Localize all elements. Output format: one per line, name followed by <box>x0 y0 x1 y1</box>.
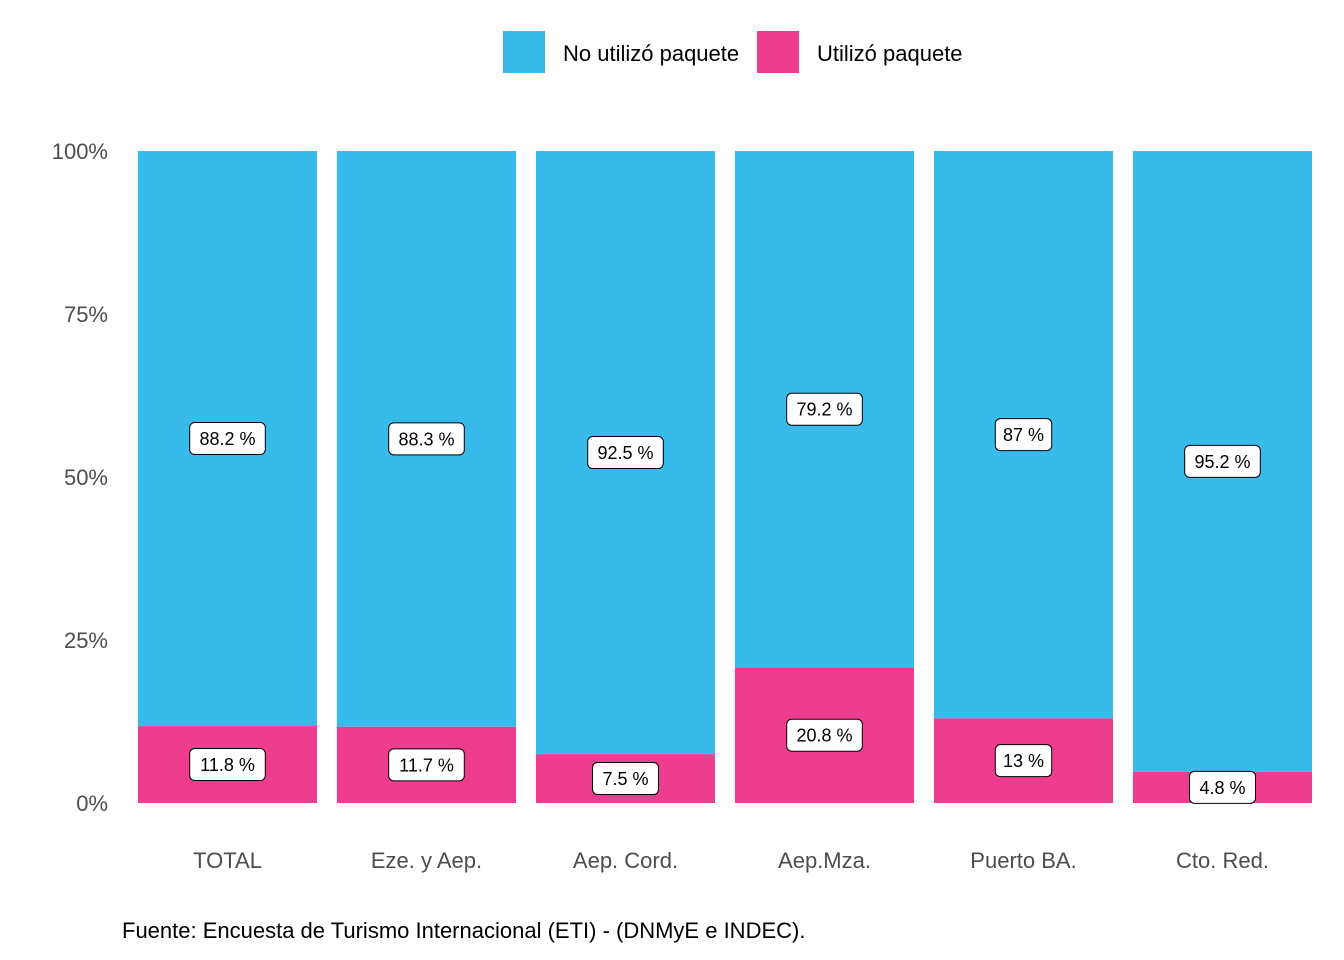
legend-key-1 <box>757 31 799 73</box>
data-label-text: 11.7 % <box>399 755 454 775</box>
bars: 11.8 % 88.2 % 11.7 % 88.3 % 7.5 % 92.5 % 20.8 … <box>137 151 1313 804</box>
y-tick-label: 75% <box>64 302 108 327</box>
data-label-text: 20.8 % <box>796 726 852 746</box>
data-label-box <box>786 718 863 752</box>
data-label-text: 79.2 % <box>796 400 852 420</box>
data-label-no-paquete-5: 95.2 % <box>1184 444 1261 478</box>
x-axis: TOTAL Eze. y Aep. Aep. Cord. Aep.Mza. Puerto… <box>193 848 1269 873</box>
data-label-box <box>1189 770 1256 804</box>
data-label-box <box>994 418 1053 452</box>
y-tick-label: 100% <box>52 139 108 164</box>
data-label-box <box>388 748 465 782</box>
data-label-text: 4.8 % <box>1199 778 1245 798</box>
data-label-box <box>1184 444 1261 478</box>
y-tick-label: 50% <box>64 465 108 490</box>
data-label-text: 87 % <box>1003 425 1044 445</box>
y-tick-label: 25% <box>64 628 108 653</box>
data-label-paquete-4: 13 % <box>994 744 1053 778</box>
x-tick-label: Eze. y Aep. <box>371 848 482 873</box>
legend-label-0: No utilizó paquete <box>563 41 739 66</box>
data-label-paquete-2: 7.5 % <box>592 762 659 796</box>
data-label-paquete-3: 20.8 % <box>786 718 863 752</box>
x-tick-label: Puerto BA. <box>970 848 1076 873</box>
data-label-no-paquete-1: 88.3 % <box>388 422 465 456</box>
data-label-no-paquete-4: 87 % <box>994 418 1053 452</box>
data-label-text: 13 % <box>1003 751 1044 771</box>
y-axis: 0% 25% 50% 75% 100% <box>52 139 108 816</box>
legend-key-0 <box>503 31 545 73</box>
x-tick-label: Aep. Cord. <box>573 848 678 873</box>
legend: No utilizó paquete Utilizó paquete <box>503 31 963 73</box>
data-label-no-paquete-2: 92.5 % <box>587 436 664 470</box>
legend-label-1: Utilizó paquete <box>817 41 963 66</box>
data-label-box <box>994 744 1053 778</box>
data-label-box <box>189 748 266 782</box>
data-label-no-paquete-0: 88.2 % <box>189 422 266 456</box>
y-tick-label: 0% <box>76 791 108 816</box>
data-label-no-paquete-3: 79.2 % <box>786 392 863 426</box>
data-label-box <box>786 392 863 426</box>
data-label-box <box>587 436 664 470</box>
data-label-text: 95.2 % <box>1194 452 1250 472</box>
x-tick-label: Cto. Red. <box>1176 848 1269 873</box>
x-tick-label: TOTAL <box>193 848 262 873</box>
data-label-paquete-0: 11.8 % <box>189 748 266 782</box>
x-tick-label: Aep.Mza. <box>778 848 871 873</box>
data-label-text: 88.2 % <box>199 429 255 449</box>
data-label-text: 11.8 % <box>200 755 255 775</box>
data-label-text: 88.3 % <box>398 429 454 449</box>
data-label-box <box>189 422 266 456</box>
data-label-box <box>388 422 465 456</box>
source-caption: Fuente: Encuesta de Turismo Internaciona… <box>122 918 806 943</box>
data-label-paquete-5: 4.8 % <box>1189 770 1256 804</box>
data-label-text: 92.5 % <box>597 443 653 463</box>
data-label-paquete-1: 11.7 % <box>388 748 465 782</box>
data-label-box <box>592 762 659 796</box>
data-label-text: 7.5 % <box>602 769 648 789</box>
